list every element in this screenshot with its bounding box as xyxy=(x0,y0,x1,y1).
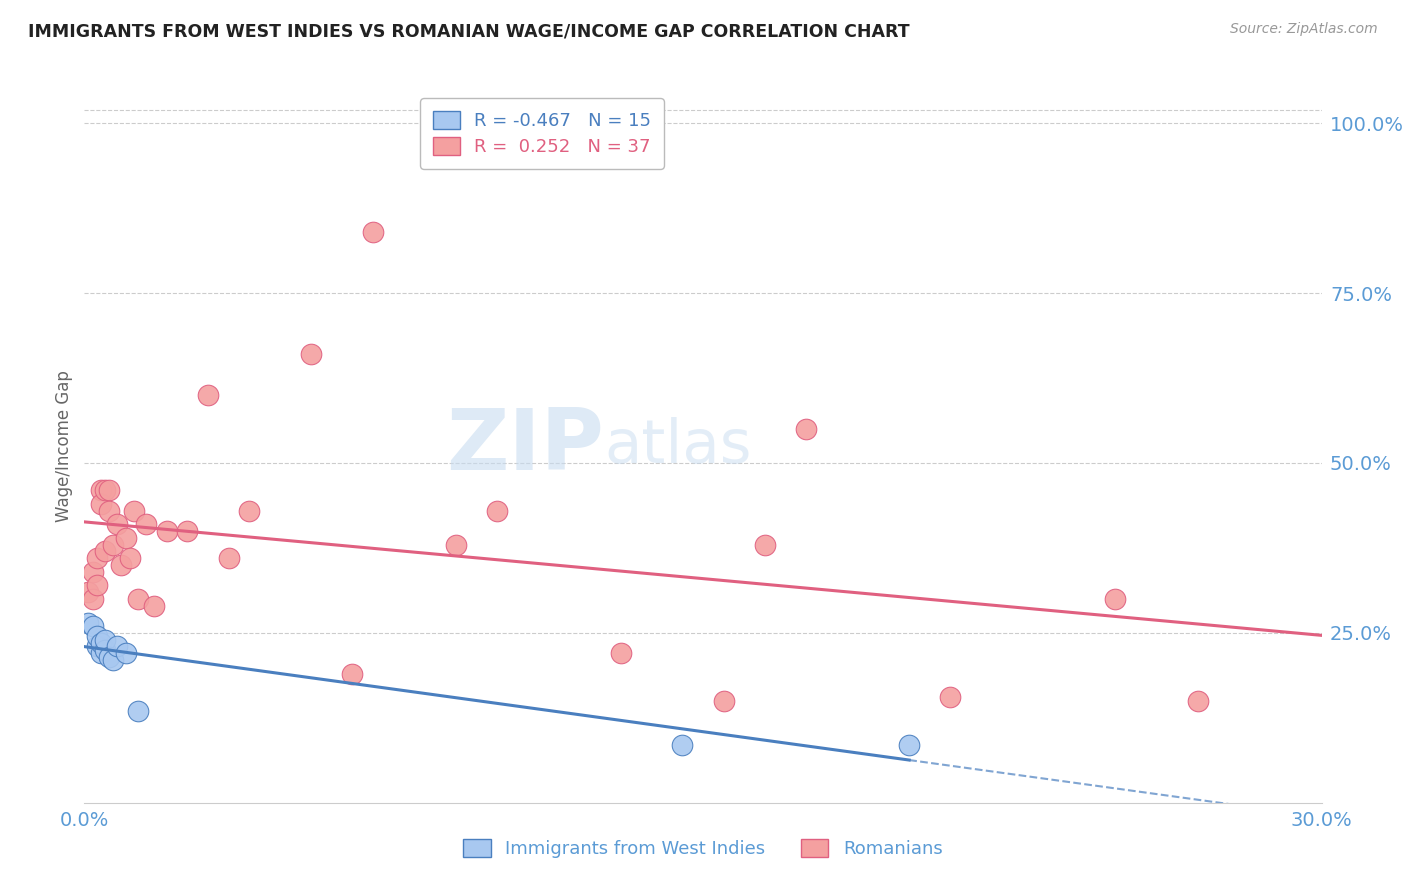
Point xyxy=(105,640,128,654)
Point xyxy=(98,503,121,517)
Point xyxy=(713,694,735,708)
Point xyxy=(110,558,132,572)
Point xyxy=(82,565,104,579)
Point xyxy=(361,225,384,239)
Point xyxy=(444,537,467,551)
Point xyxy=(86,629,108,643)
Point xyxy=(94,483,117,498)
Point xyxy=(77,585,100,599)
Point xyxy=(754,537,776,551)
Legend: Immigrants from West Indies, Romanians: Immigrants from West Indies, Romanians xyxy=(457,831,949,865)
Point xyxy=(238,503,260,517)
Point xyxy=(898,738,921,752)
Point xyxy=(118,551,141,566)
Point xyxy=(218,551,240,566)
Point xyxy=(94,632,117,647)
Point xyxy=(90,646,112,660)
Point xyxy=(82,591,104,606)
Point xyxy=(105,517,128,532)
Point xyxy=(1104,591,1126,606)
Point xyxy=(114,646,136,660)
Point xyxy=(485,503,508,517)
Point xyxy=(1187,694,1209,708)
Text: IMMIGRANTS FROM WEST INDIES VS ROMANIAN WAGE/INCOME GAP CORRELATION CHART: IMMIGRANTS FROM WEST INDIES VS ROMANIAN … xyxy=(28,22,910,40)
Point xyxy=(794,422,817,436)
Point xyxy=(114,531,136,545)
Point xyxy=(90,497,112,511)
Point xyxy=(135,517,157,532)
Y-axis label: Wage/Income Gap: Wage/Income Gap xyxy=(55,370,73,522)
Point xyxy=(86,551,108,566)
Point xyxy=(127,704,149,718)
Text: atlas: atlas xyxy=(605,417,752,475)
Point xyxy=(94,544,117,558)
Point xyxy=(127,591,149,606)
Point xyxy=(143,599,166,613)
Point xyxy=(197,388,219,402)
Point xyxy=(90,636,112,650)
Point xyxy=(299,347,322,361)
Point xyxy=(609,646,631,660)
Point xyxy=(342,666,364,681)
Point xyxy=(103,653,125,667)
Point xyxy=(90,483,112,498)
Point xyxy=(98,483,121,498)
Point xyxy=(98,649,121,664)
Point xyxy=(176,524,198,538)
Point xyxy=(86,640,108,654)
Text: ZIP: ZIP xyxy=(446,404,605,488)
Point xyxy=(94,643,117,657)
Point xyxy=(939,690,962,705)
Point xyxy=(77,615,100,630)
Point xyxy=(82,619,104,633)
Point xyxy=(156,524,179,538)
Point xyxy=(86,578,108,592)
Point xyxy=(122,503,145,517)
Text: Source: ZipAtlas.com: Source: ZipAtlas.com xyxy=(1230,22,1378,37)
Point xyxy=(103,537,125,551)
Point xyxy=(671,738,693,752)
